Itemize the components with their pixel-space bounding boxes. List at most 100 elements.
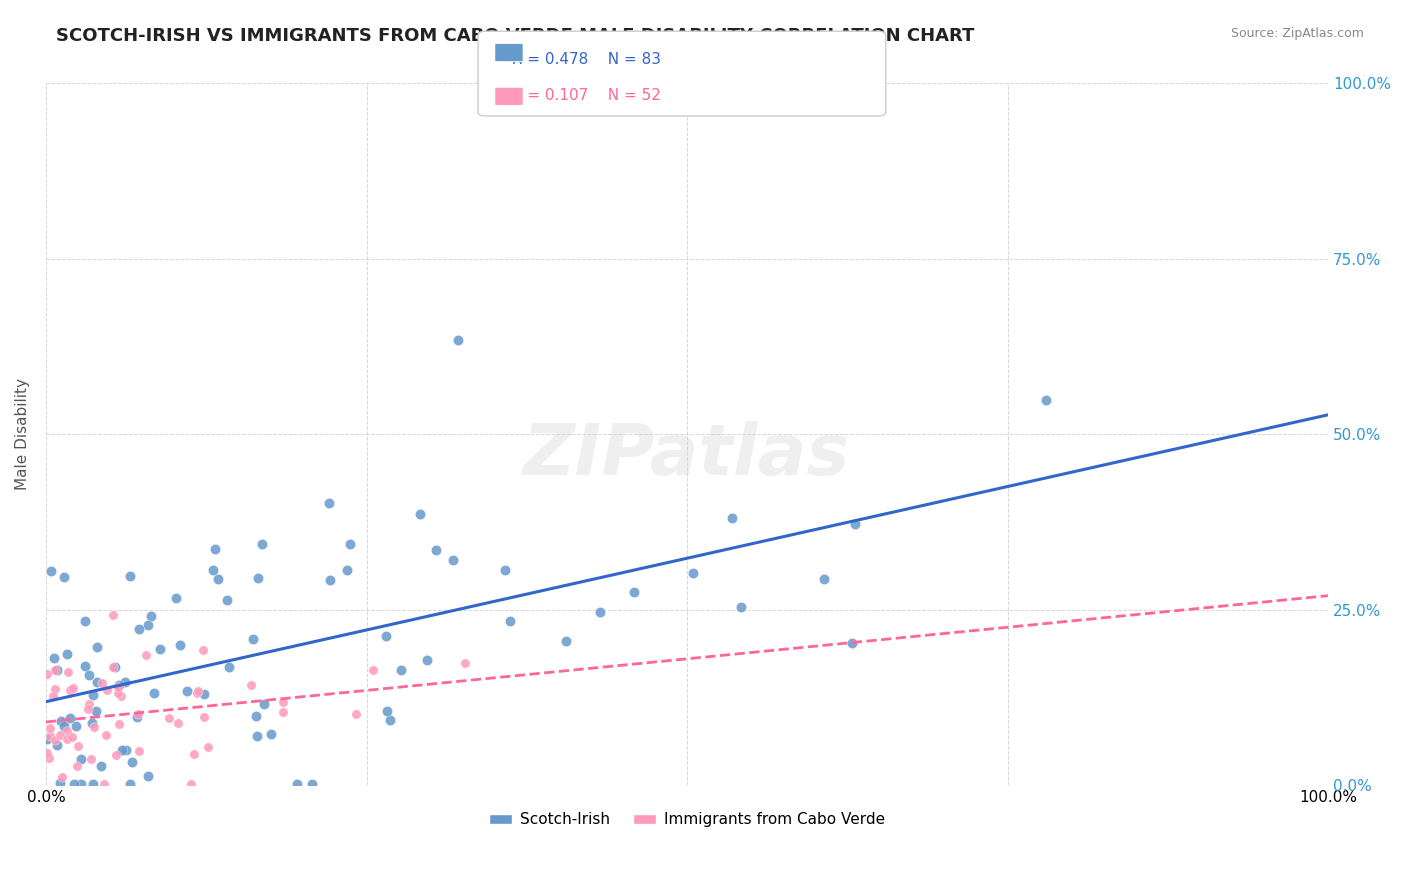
Scotch-Irish — [90, 758, 112, 772]
Scotch-Irish — [245, 708, 267, 723]
Scotch-Irish — [447, 333, 470, 347]
Scotch-Irish — [1035, 393, 1057, 408]
Scotch-Irish — [114, 743, 136, 757]
Scotch-Irish — [841, 636, 863, 650]
Immigrants from Cabo Verde — [49, 728, 72, 742]
Immigrants from Cabo Verde — [101, 607, 124, 622]
Immigrants from Cabo Verde — [107, 685, 129, 699]
Scotch-Irish — [82, 688, 104, 702]
Scotch-Irish — [86, 675, 108, 690]
Scotch-Irish — [111, 742, 134, 756]
Scotch-Irish — [56, 647, 79, 661]
Immigrants from Cabo Verde — [107, 717, 129, 731]
Scotch-Irish — [389, 663, 412, 677]
Immigrants from Cabo Verde — [62, 681, 84, 695]
Scotch-Irish — [247, 571, 270, 585]
Immigrants from Cabo Verde — [56, 732, 79, 747]
Scotch-Irish — [82, 716, 104, 731]
Scotch-Irish — [494, 563, 516, 577]
Immigrants from Cabo Verde — [166, 716, 188, 731]
Scotch-Irish — [49, 776, 72, 790]
Scotch-Irish — [285, 777, 308, 791]
Scotch-Irish — [59, 711, 82, 725]
Immigrants from Cabo Verde — [77, 697, 100, 711]
Scotch-Irish — [69, 777, 91, 791]
Text: R = 0.478    N = 83: R = 0.478 N = 83 — [502, 52, 661, 67]
Scotch-Irish — [86, 704, 108, 718]
Immigrants from Cabo Verde — [91, 676, 114, 690]
Scotch-Irish — [377, 704, 399, 718]
Immigrants from Cabo Verde — [187, 683, 209, 698]
Scotch-Irish — [63, 777, 86, 791]
Scotch-Irish — [77, 668, 100, 682]
Immigrants from Cabo Verde — [66, 759, 89, 773]
Scotch-Irish — [207, 572, 229, 586]
Immigrants from Cabo Verde — [96, 683, 118, 698]
Scotch-Irish — [218, 659, 240, 673]
Immigrants from Cabo Verde — [80, 752, 103, 766]
Scotch-Irish — [70, 752, 93, 766]
Immigrants from Cabo Verde — [44, 682, 66, 697]
Scotch-Irish — [118, 568, 141, 582]
Scotch-Irish — [253, 697, 276, 711]
Scotch-Irish — [42, 651, 65, 665]
Immigrants from Cabo Verde — [37, 666, 59, 681]
Immigrants from Cabo Verde — [157, 710, 180, 724]
Scotch-Irish — [246, 729, 269, 743]
Scotch-Irish — [86, 640, 108, 654]
Immigrants from Cabo Verde — [183, 747, 205, 762]
Scotch-Irish — [148, 642, 170, 657]
Immigrants from Cabo Verde — [59, 683, 82, 698]
Scotch-Irish — [589, 605, 612, 619]
Scotch-Irish — [499, 614, 522, 628]
Scotch-Irish — [166, 591, 188, 606]
Immigrants from Cabo Verde — [197, 739, 219, 754]
Immigrants from Cabo Verde — [363, 663, 385, 677]
Scotch-Irish — [250, 536, 273, 550]
Immigrants from Cabo Verde — [344, 706, 367, 721]
Immigrants from Cabo Verde — [44, 663, 66, 677]
Text: R = 0.107    N = 52: R = 0.107 N = 52 — [502, 87, 661, 103]
Scotch-Irish — [136, 770, 159, 784]
Y-axis label: Male Disability: Male Disability — [15, 378, 30, 491]
Scotch-Irish — [318, 496, 340, 510]
Scotch-Irish — [128, 622, 150, 636]
Scotch-Irish — [682, 566, 704, 580]
Immigrants from Cabo Verde — [66, 739, 89, 753]
Immigrants from Cabo Verde — [454, 656, 477, 670]
Scotch-Irish — [75, 659, 97, 673]
Immigrants from Cabo Verde — [135, 648, 157, 662]
Scotch-Irish — [114, 675, 136, 690]
Immigrants from Cabo Verde — [193, 710, 215, 724]
Immigrants from Cabo Verde — [180, 777, 202, 791]
Immigrants from Cabo Verde — [105, 748, 128, 763]
Scotch-Irish — [409, 507, 432, 521]
Immigrants from Cabo Verde — [110, 689, 132, 703]
Scotch-Irish — [108, 678, 131, 692]
Scotch-Irish — [721, 510, 744, 524]
Scotch-Irish — [75, 614, 97, 628]
Scotch-Irish — [336, 563, 359, 577]
Scotch-Irish — [125, 710, 148, 724]
Text: SCOTCH-IRISH VS IMMIGRANTS FROM CABO VERDE MALE DISABILITY CORRELATION CHART: SCOTCH-IRISH VS IMMIGRANTS FROM CABO VER… — [56, 27, 974, 45]
Scotch-Irish — [730, 600, 752, 615]
Scotch-Irish — [242, 632, 264, 646]
Scotch-Irish — [52, 718, 75, 732]
Immigrants from Cabo Verde — [51, 770, 73, 784]
Immigrants from Cabo Verde — [127, 706, 149, 721]
Scotch-Irish — [380, 713, 402, 727]
Scotch-Irish — [52, 569, 75, 583]
Scotch-Irish — [554, 633, 576, 648]
Scotch-Irish — [39, 564, 62, 578]
Immigrants from Cabo Verde — [58, 665, 80, 680]
Immigrants from Cabo Verde — [77, 701, 100, 715]
Scotch-Irish — [204, 542, 226, 557]
Immigrants from Cabo Verde — [60, 731, 83, 745]
Scotch-Irish — [844, 516, 866, 531]
Scotch-Irish — [319, 573, 342, 587]
Immigrants from Cabo Verde — [271, 706, 294, 720]
Immigrants from Cabo Verde — [38, 721, 60, 735]
Text: Source: ZipAtlas.com: Source: ZipAtlas.com — [1230, 27, 1364, 40]
Scotch-Irish — [118, 777, 141, 791]
Immigrants from Cabo Verde — [38, 751, 60, 765]
